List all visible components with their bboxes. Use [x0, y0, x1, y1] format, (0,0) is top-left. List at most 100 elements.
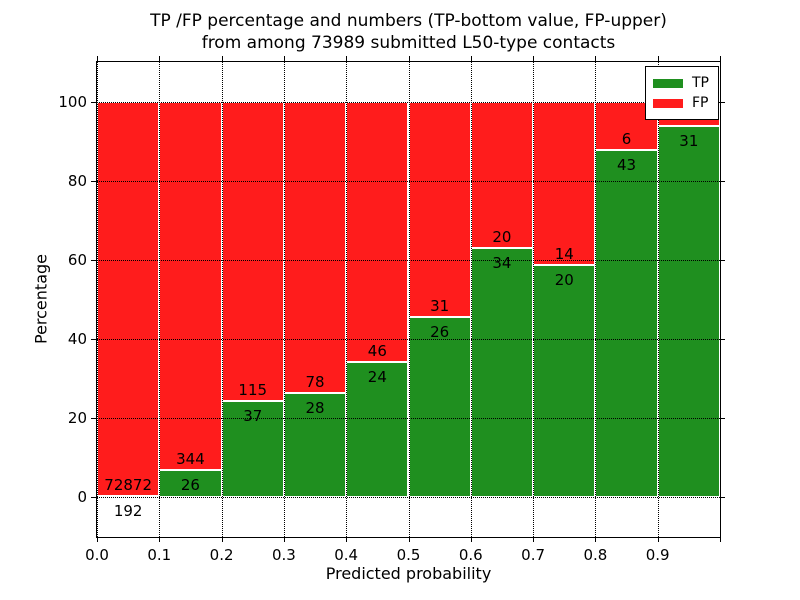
x-tick-mark-top: [720, 56, 721, 61]
bar-segment-tp: [595, 150, 658, 498]
x-tick-mark: [720, 537, 721, 542]
tp-count-label: 31: [679, 131, 699, 150]
x-tick-mark: [221, 537, 223, 542]
x-tick-mark-top: [470, 56, 472, 61]
y-tick-mark: [91, 339, 96, 341]
chart-title-line2: from among 73989 submitted L50-type cont…: [201, 33, 616, 53]
x-tick-mark: [657, 537, 659, 542]
tp-count-label: 24: [367, 367, 387, 386]
tp-count-label: 34: [492, 254, 512, 273]
y-tick-mark: [91, 497, 96, 499]
fp-count-label: 6: [621, 130, 632, 149]
vertical-gridline: [97, 62, 98, 537]
fp-count-label: 46: [367, 341, 387, 360]
x-tick-mark: [283, 537, 285, 542]
vertical-gridline: [221, 62, 223, 537]
x-tick-mark: [408, 537, 410, 542]
bar-segment-fp: [408, 101, 471, 317]
fp-count-label: 20: [492, 228, 512, 247]
y-tick-label: 60: [67, 250, 87, 269]
y-tick-label: 20: [67, 409, 87, 428]
x-tick-mark-top: [408, 56, 410, 61]
x-tick-mark-top: [221, 56, 223, 61]
tp-count-label: 26: [430, 322, 450, 341]
x-tick-mark-top: [595, 56, 597, 61]
chart-title: TP /FP percentage and numbers (TP-bottom…: [97, 10, 720, 54]
x-axis-label: Predicted probability: [325, 564, 492, 583]
legend: TP FP: [645, 66, 719, 120]
fp-count-label: 78: [305, 372, 325, 391]
bar-segment-fp: [533, 101, 596, 265]
y-tick-mark-right: [720, 497, 725, 499]
x-tick-mark-top: [97, 56, 98, 61]
x-tick-label: 0.8: [583, 546, 608, 564]
bar-segment-tp: [283, 392, 347, 498]
fp-count-label: 344: [176, 449, 205, 468]
x-tick-mark: [470, 537, 472, 542]
vertical-gridline: [470, 62, 472, 537]
x-tick-label: 0.5: [396, 546, 421, 564]
tp-count-label: 20: [554, 270, 574, 289]
plot-area: 72872 192 344 26 115 37 78 28 46 24 31 26 20 34 14 20 6 4…: [58, 56, 725, 564]
x-tick-mark-top: [159, 56, 161, 61]
bar-segment-fp: [159, 101, 222, 470]
tp-count-label: 192: [113, 502, 143, 521]
vertical-gridline: [408, 62, 410, 537]
y-tick-mark: [91, 259, 96, 261]
y-tick-label: 0: [77, 488, 87, 507]
bar-segment-tp: [346, 361, 409, 498]
bar-segment-tp: [470, 248, 534, 498]
bar-segment-fp: [470, 101, 534, 249]
y-tick-label: 100: [58, 92, 87, 111]
x-tick-label: 0.0: [85, 546, 109, 564]
y-tick-label: 40: [67, 330, 87, 349]
vertical-gridline: [283, 62, 285, 537]
bar-segment-fp: [283, 101, 347, 393]
tp-count-label: 37: [243, 407, 263, 426]
bar-segment-fp: [346, 101, 409, 362]
bar-segment-tp: [408, 316, 471, 498]
bar-segment-tp: [159, 469, 222, 498]
x-tick-label: 0.2: [209, 546, 234, 564]
x-tick-label: 0.7: [521, 546, 546, 564]
legend-label-tp: TP: [692, 75, 709, 91]
y-tick-mark: [91, 180, 96, 182]
y-tick-mark-right: [720, 180, 725, 182]
fp-count-label: 115: [238, 381, 268, 400]
x-tick-label: 0.9: [645, 546, 670, 564]
bar-segment-fp: [221, 101, 284, 402]
fp-count-label: 72872: [104, 476, 152, 495]
y-tick-mark-right: [720, 259, 725, 261]
x-tick-mark: [97, 537, 98, 542]
x-tick-mark-top: [346, 56, 348, 61]
legend-row: FP: [653, 94, 709, 112]
x-tick-mark: [346, 537, 348, 542]
x-tick-mark-top: [283, 56, 285, 61]
vertical-gridline: [346, 62, 348, 537]
y-tick-mark-right: [720, 101, 725, 103]
x-tick-mark-top: [657, 56, 659, 61]
x-tick-mark-top: [533, 56, 535, 61]
bar-segment-fp: [97, 101, 160, 497]
tp-count-label: 26: [180, 475, 200, 494]
x-tick-label: 0.1: [147, 546, 172, 564]
legend-swatch-fp-icon: [653, 98, 683, 108]
bar-segment-tp: [657, 125, 720, 498]
tp-count-label: 28: [305, 398, 325, 417]
vertical-gridline: [159, 62, 161, 537]
vertical-gridline: [595, 62, 597, 537]
chart-title-line1: TP /FP percentage and numbers (TP-bottom…: [150, 11, 667, 31]
fp-count-label: 31: [430, 296, 450, 315]
x-tick-mark: [533, 537, 535, 542]
x-tick-label: 0.4: [334, 546, 359, 564]
vertical-gridline: [657, 62, 659, 537]
x-tick-mark: [159, 537, 161, 542]
x-tick-label: 0.3: [271, 546, 296, 564]
legend-row: TP: [653, 74, 709, 92]
bar-segment-tp: [533, 264, 596, 498]
legend-label-fp: FP: [692, 95, 709, 111]
vertical-gridline: [533, 62, 535, 537]
y-tick-mark: [91, 418, 96, 420]
y-tick-mark-right: [720, 418, 725, 420]
